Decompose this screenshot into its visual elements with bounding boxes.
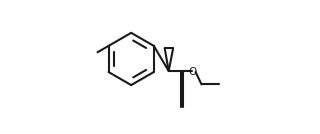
Text: O: O <box>188 67 196 77</box>
